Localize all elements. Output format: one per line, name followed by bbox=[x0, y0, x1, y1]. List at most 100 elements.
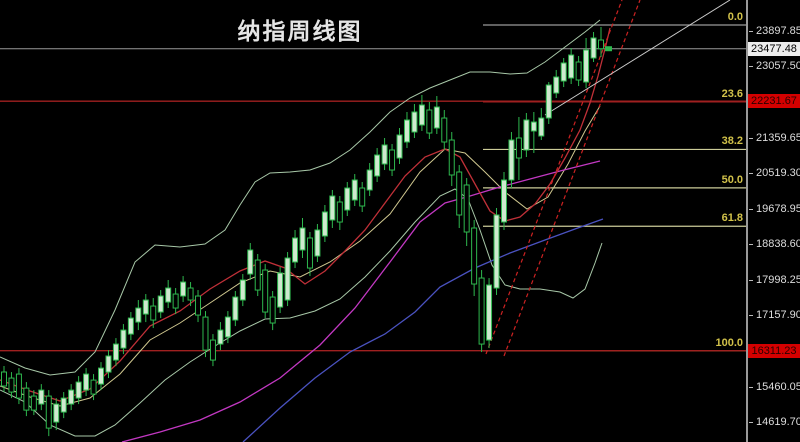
red-dashed-trendline-2 bbox=[503, 0, 641, 357]
candle-body bbox=[247, 249, 254, 275]
fib-label-23.6: 23.6 bbox=[721, 87, 743, 100]
ma-red-line bbox=[0, 27, 611, 402]
candle-body bbox=[15, 373, 22, 399]
candle-body bbox=[553, 76, 560, 94]
candle-body bbox=[530, 121, 537, 132]
candle-body bbox=[418, 104, 425, 126]
candle-body bbox=[254, 259, 261, 291]
fib-label-38.2: 38.2 bbox=[721, 135, 743, 148]
candle-body bbox=[456, 171, 463, 216]
candle-body bbox=[172, 293, 179, 309]
price-tick-label: 23897.85 bbox=[756, 25, 800, 37]
candle-body bbox=[83, 373, 90, 391]
candle-body bbox=[209, 339, 216, 361]
candle-body bbox=[269, 296, 276, 324]
price-tick-mark bbox=[749, 315, 753, 317]
candle-body bbox=[90, 379, 97, 395]
candle-body bbox=[68, 389, 75, 405]
candle-body bbox=[202, 316, 209, 351]
current-price-label: 23477.48 bbox=[748, 41, 800, 56]
fib-label-0.0: 0.0 bbox=[727, 10, 743, 23]
candle-body bbox=[38, 389, 45, 405]
chart-canvas[interactable] bbox=[0, 0, 747, 442]
candle-body bbox=[277, 272, 284, 308]
candle-body bbox=[112, 343, 119, 361]
bollinger-upper-line bbox=[0, 19, 601, 376]
candle-body bbox=[150, 305, 157, 321]
candle-body bbox=[374, 154, 381, 177]
fib-label-100.0: 100.0 bbox=[715, 336, 743, 349]
candle-body bbox=[463, 184, 470, 233]
price-tick-mark bbox=[749, 66, 753, 68]
candle-body bbox=[1, 371, 7, 387]
price-tick-mark bbox=[749, 279, 753, 281]
fib-label-61.8: 61.8 bbox=[721, 212, 743, 225]
candle-body bbox=[575, 61, 582, 81]
price-tick-mark bbox=[749, 386, 753, 388]
price-tick-mark bbox=[749, 173, 753, 175]
candle-body bbox=[314, 229, 321, 257]
candle-body bbox=[598, 39, 604, 50]
candle-body bbox=[187, 287, 194, 301]
candle-body bbox=[30, 395, 37, 411]
candle-body bbox=[351, 179, 358, 201]
price-tick-label: 17157.90 bbox=[756, 309, 800, 322]
ma-magenta-line bbox=[121, 160, 601, 442]
price-tick-label: 18838.60 bbox=[756, 238, 800, 251]
last-close-marker bbox=[605, 46, 612, 52]
candle-body bbox=[224, 316, 231, 338]
candle-body bbox=[53, 403, 60, 423]
candle-body bbox=[135, 307, 142, 323]
candle-body bbox=[366, 169, 373, 191]
candle-body bbox=[60, 397, 67, 413]
candle-body bbox=[217, 329, 224, 345]
candle-body bbox=[98, 367, 105, 385]
bollinger-lower-line bbox=[0, 188, 603, 437]
alert-price-label: 16311.23 bbox=[748, 343, 800, 358]
price-tick-label: 14619.70 bbox=[756, 416, 800, 428]
candle-body bbox=[583, 49, 590, 83]
candle-body bbox=[284, 257, 291, 301]
candle-body bbox=[180, 281, 187, 297]
candle-body bbox=[127, 317, 134, 335]
candle-body bbox=[426, 109, 433, 134]
price-tick-label: 21359.65 bbox=[756, 131, 800, 144]
candle-body bbox=[538, 117, 545, 137]
candle-body bbox=[560, 62, 567, 82]
candle-body bbox=[239, 279, 246, 301]
candle-body bbox=[396, 134, 403, 159]
candle-body bbox=[23, 387, 30, 411]
candle-body bbox=[515, 137, 522, 159]
price-tick-mark bbox=[749, 31, 753, 32]
price-axis-line bbox=[746, 0, 748, 442]
candle-body bbox=[590, 37, 597, 59]
price-tick-label: 19678.95 bbox=[756, 202, 800, 215]
price-tick-label: 20519.30 bbox=[756, 167, 800, 180]
candle-body bbox=[232, 296, 239, 321]
candle-body bbox=[8, 377, 15, 393]
ma-blue-line bbox=[242, 218, 604, 442]
candle-body bbox=[471, 227, 478, 285]
price-tick-mark bbox=[749, 244, 753, 246]
candle-body bbox=[75, 381, 82, 399]
candle-body bbox=[321, 211, 328, 237]
candle-body bbox=[523, 119, 530, 151]
candle-body bbox=[105, 355, 112, 373]
candle-body bbox=[165, 287, 172, 303]
candle-body bbox=[299, 227, 306, 251]
candle-body bbox=[508, 139, 515, 181]
white-trendline bbox=[544, 0, 731, 116]
candle-body bbox=[411, 111, 418, 133]
candle-body bbox=[195, 295, 202, 316]
candle-body bbox=[306, 237, 313, 269]
candle-body bbox=[359, 187, 366, 207]
candle-body bbox=[336, 201, 343, 223]
candle-body bbox=[441, 117, 448, 143]
candle-body bbox=[344, 187, 351, 211]
candle-body bbox=[142, 299, 149, 315]
price-tick-mark bbox=[749, 422, 753, 423]
price-tick-label: 23057.50 bbox=[756, 60, 800, 73]
candle-body bbox=[545, 84, 552, 119]
candle-body bbox=[500, 179, 507, 223]
